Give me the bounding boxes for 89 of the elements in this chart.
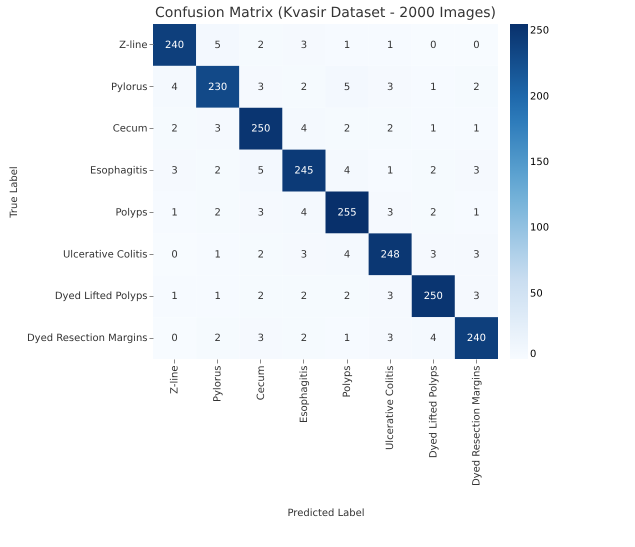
y-tick-label: Cecum <box>112 124 148 135</box>
chart-title: Confusion Matrix (Kvasir Dataset - 2000 Images) <box>155 5 496 21</box>
data-label: 248 <box>380 249 400 260</box>
data-label: 250 <box>424 291 443 302</box>
data-label: 2 <box>258 40 264 51</box>
data-label: 1 <box>171 291 178 302</box>
data-label: 3 <box>300 249 308 260</box>
data-label: 2 <box>430 207 436 218</box>
color-bar-label: 100 <box>530 222 550 234</box>
data-label: 0 <box>171 249 178 260</box>
x-tick-label: Dyed Lifted Polyps <box>428 366 440 458</box>
data-label: 1 <box>430 124 436 135</box>
data-label: 4 <box>300 207 308 218</box>
data-label: 1 <box>171 207 178 218</box>
data-label: 3 <box>258 82 264 93</box>
data-label: 2 <box>300 291 308 302</box>
data-label: 1 <box>214 291 221 302</box>
x-tick-label: Ulcerative Colitis <box>385 366 396 450</box>
data-label: 240 <box>165 40 184 51</box>
data-label: 2 <box>171 124 178 135</box>
y-tick-label: Polyps <box>115 207 148 218</box>
data-label: 3 <box>387 333 394 344</box>
data-label: 3 <box>473 166 480 177</box>
data-label: 240 <box>466 333 486 344</box>
data-label: 4 <box>300 124 308 135</box>
data-label: 2 <box>387 124 394 135</box>
data-label: 4 <box>171 82 178 93</box>
data-label: 2 <box>473 82 480 93</box>
data-label: 0 <box>430 40 436 51</box>
data-label: 4 <box>344 166 350 177</box>
data-label: 2 <box>214 166 221 177</box>
data-label: 5 <box>214 40 221 51</box>
data-label: 2 <box>214 333 221 344</box>
data-label: 230 <box>208 82 228 93</box>
data-label: 4 <box>344 249 350 260</box>
y-tick-label: Ulcerative Colitis <box>62 249 148 260</box>
data-label: 1 <box>473 207 480 218</box>
data-label: 1 <box>387 40 394 51</box>
y-tick-label: Esophagitis <box>90 166 148 177</box>
data-label: 1 <box>214 249 221 260</box>
data-label: 3 <box>171 166 178 177</box>
data-label: 3 <box>214 124 221 135</box>
data-label: 3 <box>430 249 436 260</box>
x-tick-label: Z-line <box>170 366 181 394</box>
data-label: 5 <box>258 166 264 177</box>
data-label: 5 <box>344 82 350 93</box>
color-bar-label: 200 <box>530 91 550 102</box>
data-label: 250 <box>251 124 270 135</box>
data-label: 2 <box>258 249 264 260</box>
y-tick-label: Z-line <box>119 40 148 51</box>
color-bar-label: 0 <box>530 349 536 360</box>
data-label: 3 <box>387 207 394 218</box>
color-bar-label: 50 <box>530 288 543 300</box>
data-label: 2 <box>214 207 221 218</box>
x-tick-label: Dyed Resection Margins <box>471 366 482 486</box>
data-label: 1 <box>430 82 436 93</box>
color-bar-label: 150 <box>530 156 550 168</box>
data-label: 2 <box>300 333 308 344</box>
data-label: 2 <box>344 124 350 135</box>
data-label: 3 <box>258 333 264 344</box>
data-label: 3 <box>387 82 394 93</box>
x-tick-label: Polyps <box>342 366 354 398</box>
data-label: 3 <box>387 291 394 302</box>
y-tick-label: Dyed Resection Margins <box>26 333 148 344</box>
x-axis-title: Predicted Label <box>287 508 365 520</box>
data-label: 0 <box>171 333 178 344</box>
y-tick-label: Dyed Lifted Polyps <box>54 291 148 302</box>
data-label: 3 <box>258 207 264 218</box>
data-label: 2 <box>430 166 436 177</box>
y-tick-label: Pylorus <box>110 82 148 93</box>
data-label: 0 <box>473 40 480 51</box>
data-label: 1 <box>344 40 350 51</box>
x-tick-label: Pylorus <box>212 366 224 402</box>
data-label: 3 <box>473 291 480 302</box>
x-tick-label: Esophagitis <box>298 366 310 423</box>
data-label: 3 <box>300 40 308 51</box>
data-label: 3 <box>473 249 480 260</box>
color-bar-label: 250 <box>530 26 550 37</box>
data-label: 2 <box>300 82 308 93</box>
data-label: 245 <box>294 166 314 177</box>
data-label: 1 <box>387 166 394 177</box>
data-label: 1 <box>344 333 350 344</box>
y-axis-title: True Label <box>8 166 20 219</box>
data-label: 1 <box>473 124 480 135</box>
data-label: 4 <box>430 333 436 344</box>
data-label: 2 <box>258 291 264 302</box>
data-label: 255 <box>338 207 357 218</box>
data-label: 2 <box>344 291 350 302</box>
x-tick-label: Cecum <box>256 366 267 400</box>
